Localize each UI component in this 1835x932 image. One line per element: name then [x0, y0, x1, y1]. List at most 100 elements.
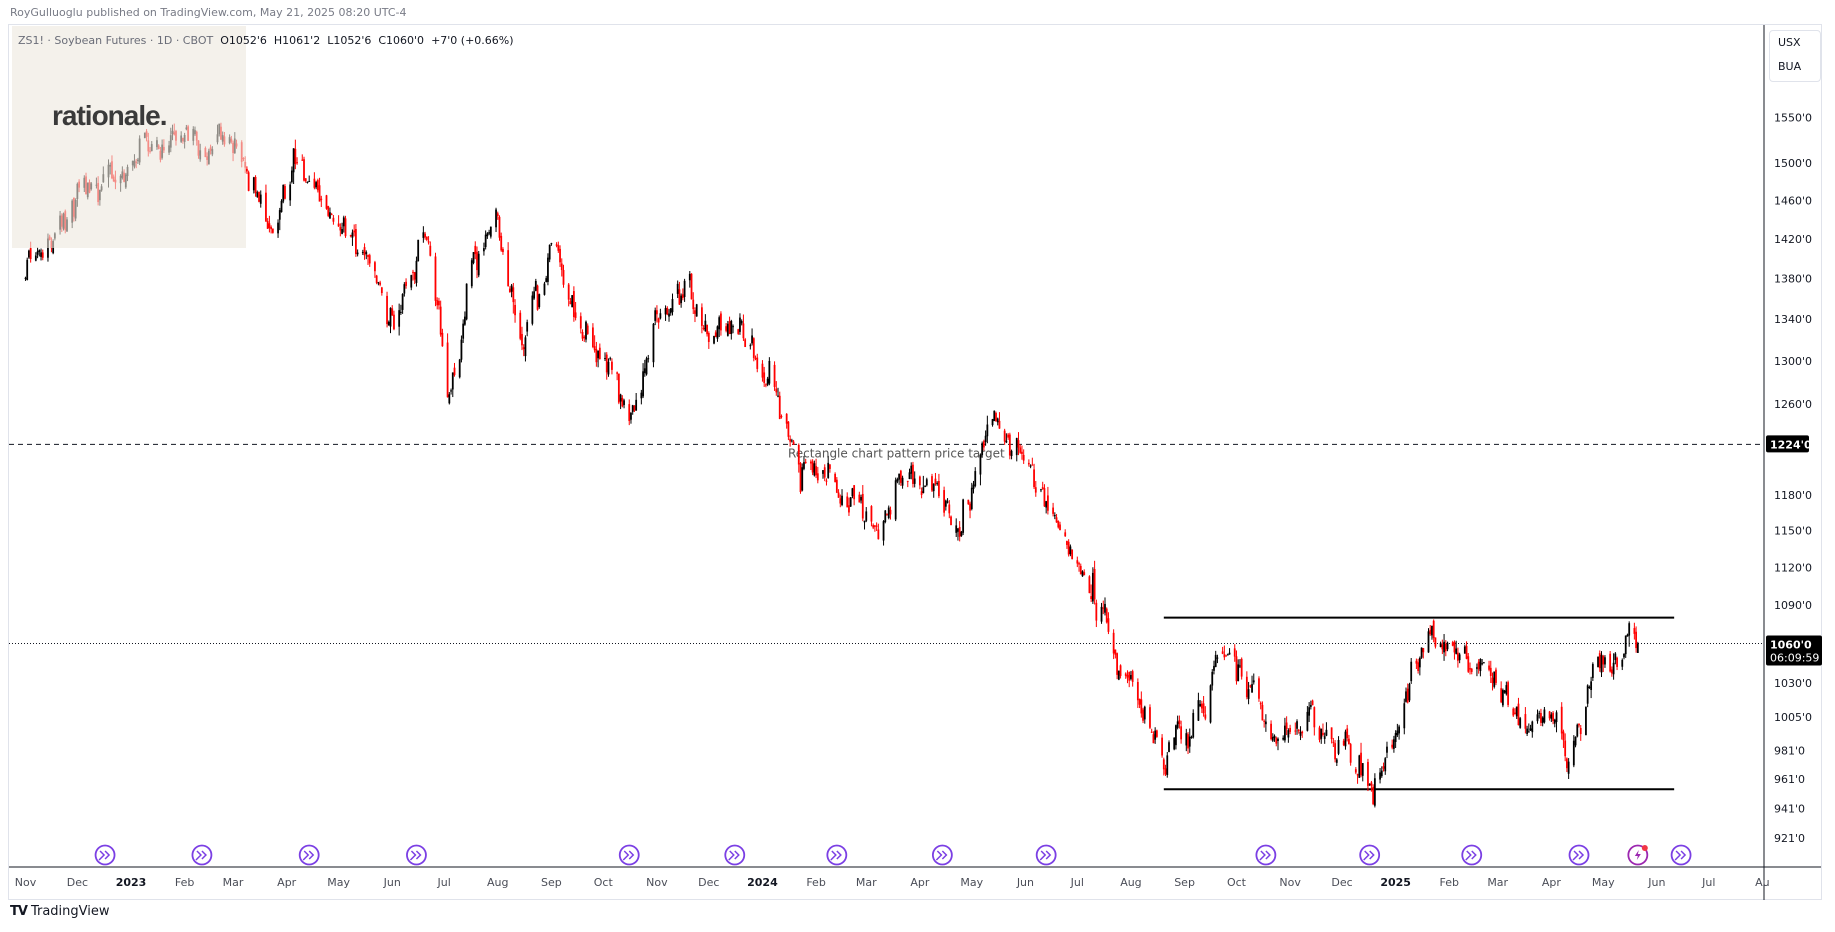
- candle-body: [1104, 603, 1106, 613]
- contract-roll-icon[interactable]: [1255, 844, 1277, 866]
- candle: [398, 303, 401, 336]
- legend-low: L1052'6: [327, 34, 372, 47]
- candle: [1301, 730, 1304, 738]
- lightning-event-icon[interactable]: [1627, 844, 1649, 866]
- candle: [730, 319, 733, 340]
- contract-roll-icon[interactable]: [406, 844, 427, 866]
- candle-body: [304, 178, 307, 182]
- candle: [1200, 700, 1203, 714]
- candle: [797, 443, 800, 473]
- time-tick-label: May: [1592, 876, 1615, 889]
- candle: [1379, 768, 1381, 784]
- current-price-badge: [1766, 635, 1822, 666]
- candle: [1500, 681, 1503, 704]
- candle-body: [998, 420, 1001, 429]
- candle-body: [654, 310, 657, 321]
- candle: [1482, 661, 1485, 664]
- tradingview-footer[interactable]: TV TradingView: [10, 904, 109, 919]
- contract-roll-icon[interactable]: [298, 844, 320, 866]
- candle-body: [1214, 654, 1217, 667]
- contract-roll-icon[interactable]: [191, 844, 213, 866]
- candle-body: [1287, 730, 1290, 738]
- candle: [1349, 742, 1352, 766]
- candle-body: [413, 272, 416, 280]
- candle-body: [853, 485, 856, 500]
- candle: [476, 246, 478, 279]
- candle: [683, 278, 686, 302]
- contract-roll-icon[interactable]: [94, 844, 116, 866]
- candle: [1100, 602, 1103, 624]
- candle-body: [872, 525, 875, 528]
- candle: [412, 269, 414, 281]
- candle-body: [470, 260, 473, 287]
- candle-body: [399, 311, 402, 313]
- candle-body: [642, 371, 644, 397]
- candle: [1325, 722, 1328, 737]
- candle-body: [29, 247, 32, 260]
- candle: [1102, 600, 1105, 615]
- contract-roll-icon[interactable]: [1568, 844, 1590, 866]
- candle: [1204, 706, 1207, 721]
- symbol-name[interactable]: ZS1! · Soybean Futures · 1D · CBOT: [18, 34, 214, 47]
- candle: [417, 239, 420, 262]
- candle-body: [1021, 451, 1023, 454]
- candle: [1598, 650, 1601, 672]
- candle-body: [1105, 608, 1108, 623]
- candle: [415, 256, 418, 287]
- candle-body: [1361, 763, 1364, 776]
- candle-body: [1515, 706, 1518, 717]
- candle-body: [623, 400, 625, 405]
- candle: [1458, 652, 1461, 664]
- candle-body: [773, 364, 776, 387]
- candle-body: [1107, 618, 1110, 632]
- time-tick-label: Apr: [910, 876, 930, 889]
- candle: [765, 383, 767, 388]
- candle: [403, 282, 406, 297]
- candle-body: [946, 501, 949, 503]
- candle: [834, 472, 837, 483]
- contract-roll-icon[interactable]: [1670, 844, 1692, 866]
- candle: [422, 226, 425, 243]
- contract-roll-icon[interactable]: [1359, 844, 1381, 866]
- contract-roll-icon[interactable]: [826, 844, 848, 866]
- candle: [886, 513, 888, 516]
- candle-body: [1572, 740, 1575, 766]
- candle: [1005, 433, 1008, 444]
- candle: [1116, 652, 1118, 680]
- candle: [1394, 730, 1397, 748]
- candle: [1007, 432, 1010, 440]
- candle: [489, 226, 492, 239]
- currency-unit-button[interactable]: USX BUA: [1769, 30, 1821, 82]
- candle: [583, 335, 586, 342]
- contract-roll-icon[interactable]: [931, 844, 953, 866]
- candle-body: [1495, 669, 1497, 683]
- roll-glyph: [1259, 850, 1271, 861]
- contract-roll-icon[interactable]: [618, 844, 640, 866]
- candle: [1114, 649, 1117, 659]
- contract-roll-icon[interactable]: [724, 844, 746, 866]
- candle: [787, 421, 790, 441]
- candle-body: [465, 283, 468, 320]
- candle-body: [36, 251, 39, 255]
- candle: [410, 274, 413, 291]
- candle: [742, 314, 745, 341]
- candle: [337, 215, 340, 227]
- candle: [271, 228, 274, 234]
- candle-body: [944, 500, 947, 507]
- candle: [839, 494, 842, 508]
- contract-roll-icon[interactable]: [1035, 844, 1057, 866]
- legend-open: O1052'6: [220, 34, 267, 47]
- candle: [252, 176, 255, 194]
- time-tick-label: Sep: [1174, 876, 1195, 889]
- time-tick-label: Jun: [383, 876, 401, 889]
- candle-body: [1346, 728, 1349, 739]
- candle-body: [507, 250, 510, 287]
- time-tick-label: Aug: [1120, 876, 1141, 889]
- candle: [1346, 724, 1349, 742]
- candle: [379, 280, 382, 287]
- candle: [656, 305, 658, 323]
- candle-body: [1602, 656, 1605, 665]
- contract-roll-icon[interactable]: [1461, 844, 1483, 866]
- candle-body: [763, 372, 766, 383]
